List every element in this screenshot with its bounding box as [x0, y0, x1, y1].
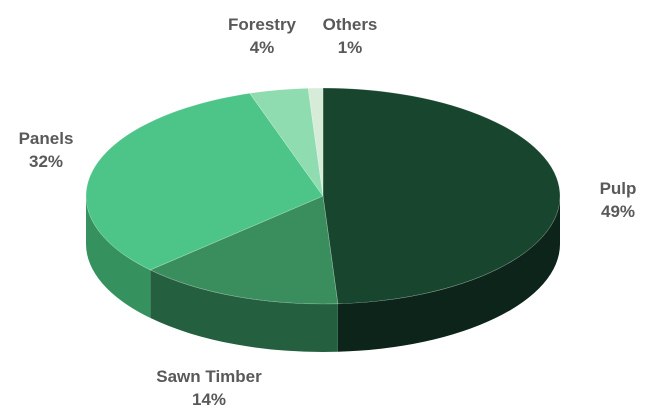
data-label-others: Others 1%	[323, 15, 378, 57]
data-label-value: 1%	[338, 38, 363, 57]
pie-side-sawn-timber	[150, 269, 338, 353]
data-label-name: Forestry	[228, 15, 297, 34]
data-label-value: 32%	[29, 152, 63, 171]
pie-slice-sawn-timber[interactable]	[149, 195, 339, 305]
data-label-panels: Panels 32%	[19, 129, 74, 171]
data-label-value: 4%	[250, 38, 275, 57]
pie-slice-panels[interactable]	[85, 92, 324, 271]
pie-slice-forestry[interactable]	[249, 87, 324, 197]
data-label-value: 49%	[601, 202, 635, 221]
pie-side-pulp	[337, 196, 560, 352]
data-label-name: Others	[323, 15, 378, 34]
pie-slice-pulp[interactable]	[322, 87, 561, 305]
data-label-name: Panels	[19, 129, 74, 148]
pie-slice-others[interactable]	[307, 87, 324, 197]
data-label-pulp: Pulp 49%	[600, 179, 637, 221]
data-label-name: Sawn Timber	[156, 367, 262, 386]
data-label-value: 14%	[192, 390, 226, 408]
pie-sides	[86, 196, 560, 353]
pie-side-panels	[86, 196, 151, 318]
pie-labels: Pulp 49% Sawn Timber 14% Panels 32% Forestry 4%…	[19, 15, 637, 408]
data-label-name: Pulp	[600, 179, 637, 198]
data-label-sawn-timber: Sawn Timber 14%	[156, 367, 262, 408]
pie-slices	[85, 87, 561, 305]
data-label-forestry: Forestry 4%	[228, 15, 297, 57]
